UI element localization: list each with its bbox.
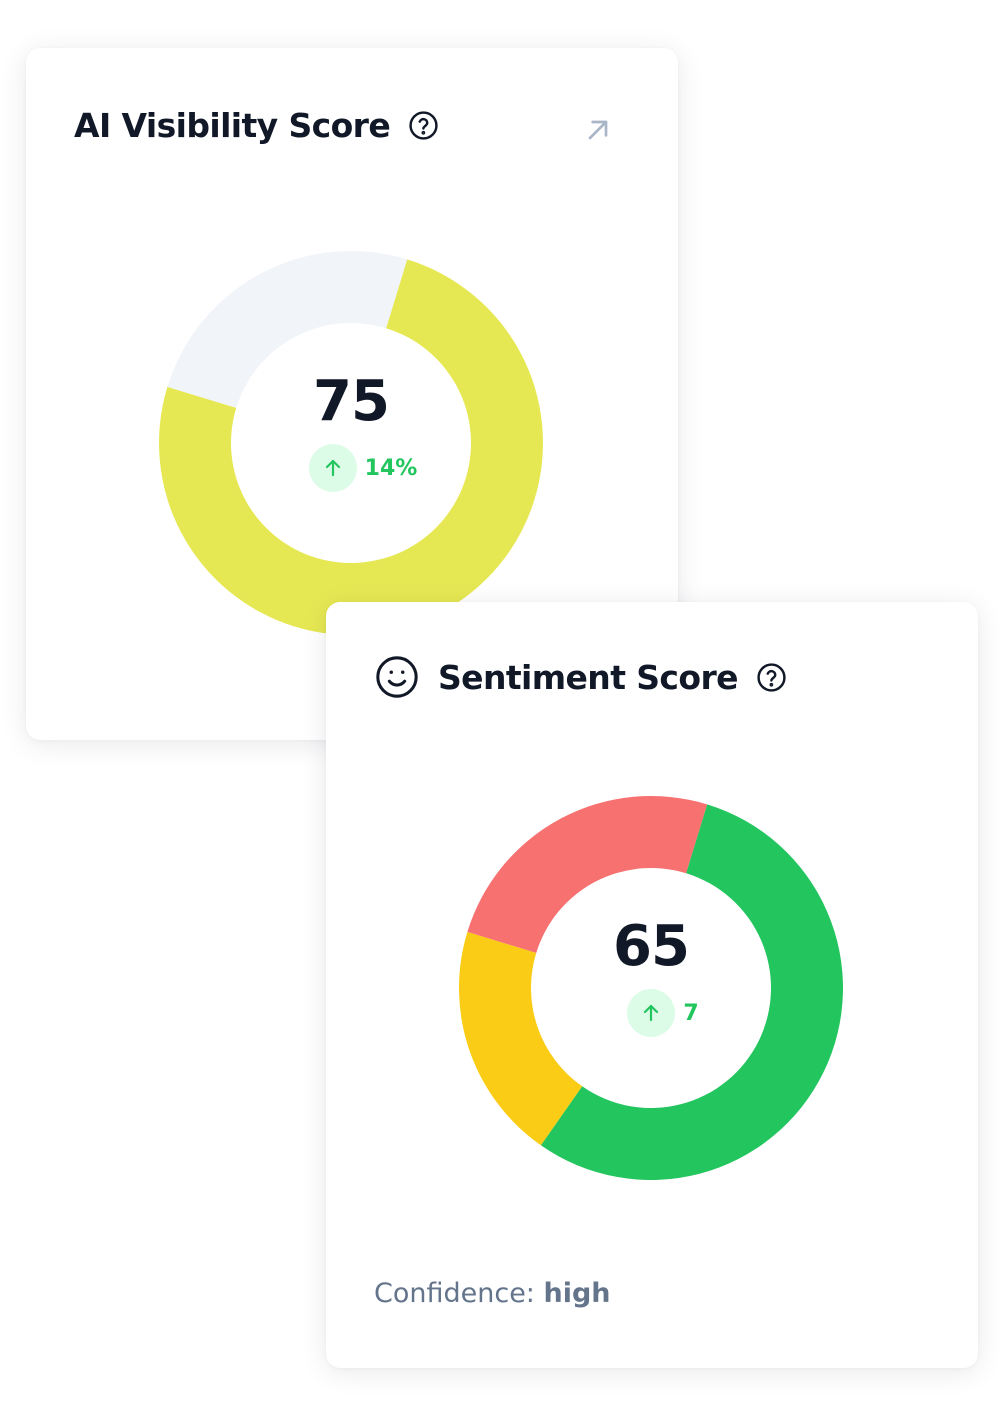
sentiment-donut-chart <box>459 796 843 1180</box>
sentiment-score-value: 65 <box>613 914 690 979</box>
visibility-gauge-center: 75 14% <box>151 243 551 643</box>
sentiment-gauge: 65 7 <box>451 788 851 1188</box>
sentiment-gauge-center: 65 7 <box>451 788 851 1188</box>
sentiment-segment-2 <box>467 796 708 953</box>
help-circle-icon[interactable] <box>408 110 439 141</box>
sentiment-delta: 7 <box>627 989 699 1037</box>
visibility-segment-0 <box>158 259 543 635</box>
visibility-card-header: AI Visibility Score <box>74 106 439 145</box>
visibility-score-value: 75 <box>313 369 390 434</box>
sentiment-card-title: Sentiment Score <box>438 657 739 697</box>
smiley-face-icon <box>374 654 420 700</box>
sentiment-segment-0 <box>540 804 843 1180</box>
visibility-delta-value: 14% <box>364 455 418 481</box>
sentiment-delta-value: 7 <box>683 1000 699 1026</box>
visibility-card-title: AI Visibility Score <box>74 106 391 145</box>
sentiment-segment-1 <box>459 931 583 1146</box>
confidence-indicator: Confidence: high <box>374 1278 611 1309</box>
confidence-value: high <box>543 1278 611 1309</box>
sentiment-card-header: Sentiment Score <box>374 654 787 700</box>
arrow-up-icon <box>627 989 676 1037</box>
visibility-gauge: 75 14% <box>151 243 551 643</box>
help-circle-icon[interactable] <box>756 662 787 693</box>
sentiment-score-card: Sentiment Score 65 7 C <box>326 602 978 1368</box>
visibility-delta: 14% <box>308 444 418 492</box>
confidence-label: Confidence: <box>374 1278 535 1309</box>
visibility-donut-chart <box>158 250 543 635</box>
visibility-segment-1 <box>167 250 408 408</box>
arrow-up-right-icon[interactable] <box>582 114 614 146</box>
arrow-up-icon <box>308 444 357 492</box>
